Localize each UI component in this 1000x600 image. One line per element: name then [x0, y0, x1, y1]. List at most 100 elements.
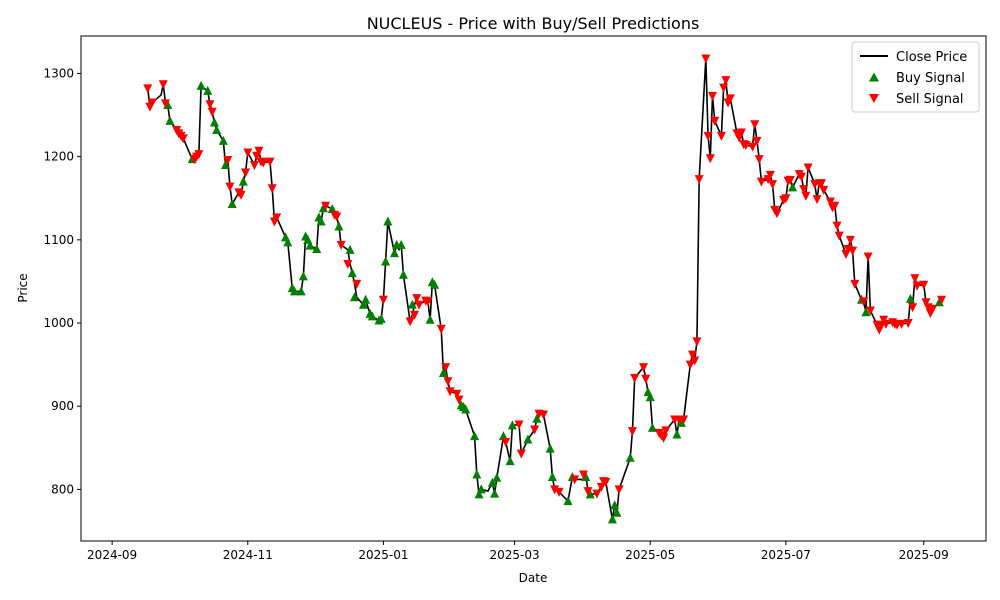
sell-signal-marker	[194, 150, 204, 160]
y-tick-label: 1000	[43, 316, 74, 330]
legend-box	[851, 41, 980, 113]
sell-signal-marker	[516, 449, 526, 459]
sell-signal-marker	[679, 415, 689, 425]
buy-signal-marker	[788, 182, 798, 192]
sell-signal-marker	[863, 252, 873, 262]
sell-signal-marker	[423, 297, 433, 307]
sell-signal-marker	[258, 158, 268, 168]
sell-signal-marker	[816, 179, 826, 189]
buy-signal-marker	[289, 286, 299, 296]
sell-signal-marker	[719, 83, 729, 93]
plot-area	[80, 35, 987, 542]
sell-signal-marker	[690, 356, 700, 366]
sell-signal-marker	[741, 140, 751, 150]
sell-signal-marker	[799, 185, 809, 195]
sell-signal-marker	[772, 209, 782, 219]
buy-signal-marker	[470, 431, 480, 441]
x-tick-label: 2025-03	[490, 548, 540, 562]
buy-signal-marker	[425, 314, 435, 324]
buy-signal-marker	[398, 269, 408, 279]
sell-signal-marker	[343, 259, 353, 269]
y-tick-label: 900	[51, 399, 74, 413]
sell-signal-marker	[332, 212, 342, 222]
sell-signal-marker	[845, 235, 855, 245]
buy-signal-marker	[507, 420, 517, 430]
sell-signal-marker	[685, 360, 695, 370]
sell-signal-marker	[321, 201, 331, 211]
sell-signal-marker	[707, 91, 717, 101]
sell-signal-marker	[378, 295, 388, 305]
buy-signal-marker	[212, 125, 222, 135]
sell-signal-marker	[205, 100, 215, 110]
sell-signal-marker	[570, 475, 580, 485]
sell-signal-marker	[921, 298, 931, 308]
buy-signal-marker	[645, 392, 655, 402]
x-tick-label: 2025-09	[899, 548, 949, 562]
buy-signal-marker	[238, 176, 248, 186]
sell-signal-marker	[454, 395, 464, 405]
legend: Close Price Buy Signal Sell Signal	[851, 41, 980, 113]
sell-signal-marker	[736, 128, 746, 138]
buy-signal-marker	[407, 299, 417, 309]
sell-signal-marker	[694, 175, 704, 185]
sell-signal-marker	[414, 300, 424, 310]
buy-signal-marker	[381, 256, 391, 266]
sell-signal-marker	[748, 142, 758, 152]
buy-signal-marker	[312, 243, 322, 253]
sell-signal-marker	[830, 201, 840, 211]
buy-signal-marker	[563, 496, 573, 506]
sell-signal-marker	[436, 324, 446, 334]
buy-signal-marker	[461, 404, 471, 414]
buy-signal-marker	[165, 115, 175, 125]
sell-signal-marker	[241, 168, 251, 178]
x-tick-label: 2025-07	[761, 548, 811, 562]
sell-signal-marker	[236, 190, 246, 200]
buy-signal-marker	[585, 489, 595, 499]
sell-signal-marker	[721, 76, 731, 86]
sell-signal-marker	[937, 295, 947, 305]
y-tick-label: 800	[51, 482, 74, 496]
buy-signal-marker	[474, 489, 484, 499]
sell-signal-marker	[579, 470, 589, 480]
sell-signal-marker	[352, 279, 362, 289]
chart-title: NUCLEUS - Price with Buy/Sell Prediction…	[367, 14, 700, 33]
sell-signal-marker	[928, 304, 938, 314]
buy-signal-marker	[298, 271, 308, 281]
legend-buy-label: Buy Signal	[896, 71, 965, 86]
buy-signal-marker	[905, 293, 915, 303]
sell-signal-marker	[452, 389, 462, 399]
buy-signal-marker	[221, 159, 231, 169]
sell-signal-marker	[796, 172, 806, 182]
sell-signal-marker	[630, 373, 640, 383]
buy-signal-marker	[316, 216, 326, 226]
buy-signal-marker	[227, 199, 237, 209]
sell-signal-marker	[530, 425, 540, 435]
sell-signal-marker	[834, 231, 844, 241]
sell-signal-marker	[272, 213, 282, 223]
sell-signal-marker	[627, 427, 637, 437]
plot-frame	[80, 35, 987, 542]
buy-signal-marker	[487, 477, 497, 487]
buy-signal-marker	[547, 471, 557, 481]
sell-signal-marker	[223, 155, 233, 165]
buy-signal-marker	[492, 472, 502, 482]
sell-signal-marker	[903, 319, 913, 329]
buy-signal-marker	[505, 456, 515, 466]
buy-signal-marker	[283, 237, 293, 247]
sell-signal-marker	[703, 131, 713, 141]
sell-signal-marker	[819, 185, 829, 195]
sell-signal-marker	[919, 280, 929, 290]
sell-signal-marker	[785, 175, 795, 185]
sell-signal-marker	[705, 154, 715, 164]
sell-signal-marker	[614, 485, 624, 495]
buy-signal-marker	[390, 248, 400, 258]
sell-signal-marker	[583, 487, 593, 497]
sell-signal-marker	[725, 94, 735, 104]
buy-signal-marker	[305, 240, 315, 250]
buy-signal-marker	[347, 268, 357, 278]
sell-signal-marker	[859, 297, 869, 307]
x-tick-label: 2025-01	[358, 548, 408, 562]
sell-signal-marker	[592, 489, 602, 499]
sell-signal-marker	[410, 310, 420, 320]
